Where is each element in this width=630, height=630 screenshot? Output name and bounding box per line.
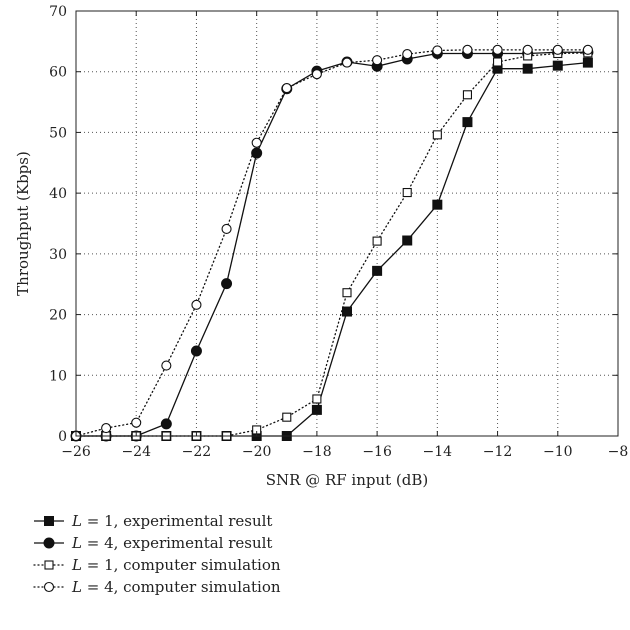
data-point-square [312,394,322,404]
data-point-circle [43,537,55,549]
data-point-circle [191,299,202,310]
y-tick-label: 30 [49,247,67,263]
data-point-circle [462,44,473,55]
data-point-circle [101,423,112,434]
series-3 [71,48,593,441]
data-point-square [432,199,443,210]
legend-description: = 4, computer simulation [82,578,281,596]
data-point-square [342,306,352,317]
y-tick-label: 70 [49,4,67,20]
legend-description: = 1, experimental result [82,512,273,530]
series-4 [70,44,593,442]
grid [76,11,618,436]
legend-label: L = 4, experimental result [71,534,272,552]
data-point-circle [131,417,142,428]
data-point-square [44,516,54,526]
series-line [76,51,588,437]
data-point-circle [160,418,172,430]
legend-item: L = 4, computer simulation [33,578,281,596]
data-point-circle [161,360,172,371]
data-point-square [372,236,382,246]
axis-ticks: −26 −24 −22 −20 −18 −16 −14 −12 −10 −8 0 10 20 30 40 50… [49,4,628,460]
legend-label: L = 1, computer simulation [71,556,281,574]
legend-variable: L [71,534,82,552]
series-line [75,49,589,437]
data-point-square [402,187,412,198]
x-tick-label: −8 [608,444,629,460]
y-tick-label: 50 [49,125,67,141]
series-line [75,52,589,437]
data-point-square [282,412,292,422]
data-point-circle [432,45,443,56]
legend-label: L = 4, computer simulation [71,578,281,596]
x-tick-label: −10 [543,444,573,460]
data-point-circle [402,49,413,60]
y-tick-label: 60 [49,65,67,81]
data-point-circle [251,137,262,148]
data-point-square [462,90,472,100]
legend-item: L = 4, experimental result [34,534,272,552]
data-point-square [432,130,442,140]
y-tick-label: 0 [58,429,67,445]
data-point-square [522,63,533,74]
data-point-circle [43,581,55,593]
series-2 [70,46,594,442]
data-point-square [372,265,383,276]
legend-variable: L [71,556,82,574]
data-point-square [402,235,413,246]
plot-frame [75,10,619,437]
data-point-square [44,560,54,570]
data-point-square [342,288,352,298]
data-point-square [462,117,473,128]
data-point-square [552,60,563,71]
x-tick-label: −22 [182,444,212,460]
y-tick-label: 40 [49,186,67,202]
x-tick-label: −24 [121,444,151,460]
data-point-square [311,404,322,415]
data-series [70,44,594,442]
y-axis-label: Throughput (Kbps) [14,151,32,296]
legend-description: = 1, computer simulation [82,556,281,574]
data-point-circle [221,223,232,235]
data-point-square [493,57,503,67]
data-point-circle [190,345,202,357]
data-point-circle [221,278,233,290]
data-point-circle [281,83,292,94]
data-point-square [582,57,593,68]
x-axis-label: SNR @ RF input (dB) [266,471,429,489]
legend-description: = 4, experimental result [82,534,273,552]
data-point-circle [372,55,383,66]
x-tick-label: −18 [302,444,332,460]
data-point-circle [582,44,593,55]
legend-label: L = 1, experimental result [71,512,272,530]
data-point-circle [522,44,533,55]
data-point-circle [251,147,263,159]
data-point-circle [311,69,322,80]
x-tick-label: −12 [483,444,513,460]
legend-variable: L [71,578,82,596]
x-tick-label: −20 [242,444,272,460]
data-point-circle [492,44,503,55]
y-tick-label: 20 [49,308,67,324]
y-tick-label: 10 [49,368,67,384]
legend-item: L = 1, experimental result [34,512,272,530]
legend-item: L = 1, computer simulation [33,556,281,574]
legend-variable: L [71,512,82,530]
data-point-circle [341,57,353,68]
series-1 [71,57,593,441]
x-tick-label: −26 [61,444,91,460]
x-tick-label: −16 [362,444,392,460]
series-line [76,61,588,437]
data-point-circle [552,44,563,55]
x-tick-label: −14 [423,444,453,460]
